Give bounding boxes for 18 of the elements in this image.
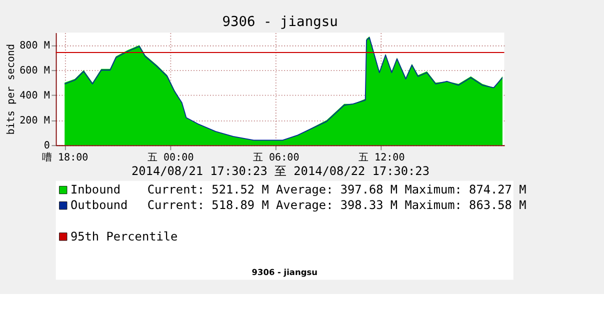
chart-title: 9306 - jiangsu xyxy=(222,14,338,30)
text: 9306 - jiangsu xyxy=(252,267,318,278)
x-axis-title: 2014/08/21 17:30:23 至 2014/08/22 17:30:23 xyxy=(132,164,430,178)
text: Current: 521.52 M Average: 397.68 M Maximum: 874.27 M xyxy=(147,182,526,197)
text: Current: 518.89 M Average: 398.33 M Maximum: 863.58 M xyxy=(147,198,526,212)
legend-label: 95th Percentile xyxy=(70,229,178,244)
x-tick-label: 五 00:00 xyxy=(147,152,194,164)
x-tick-label: 嘈 18:00 xyxy=(42,151,88,164)
y-axis-title: bits per second xyxy=(6,44,18,135)
x-tick-label: 五 12:00 xyxy=(358,152,405,164)
y-tick-label: 400 M xyxy=(20,90,50,102)
y-tick-label: 600 M xyxy=(20,65,50,76)
legend-label: Outbound xyxy=(70,198,128,212)
y-tick-label: 800 M xyxy=(20,40,50,52)
x-tick-label: 五 06:00 xyxy=(252,152,300,164)
legend-label: Inbound xyxy=(70,182,121,197)
y-tick-label: 0 xyxy=(44,140,50,152)
y-tick-label: 200 M xyxy=(20,115,50,126)
